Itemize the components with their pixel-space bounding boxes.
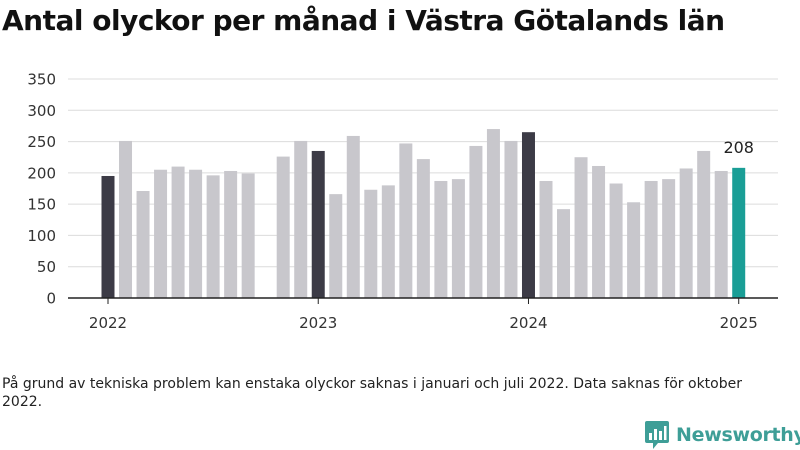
bar-2023-10	[469, 145, 483, 298]
y-axis-ticks: 0 50 100 150 200 250 300 350	[27, 71, 56, 308]
bar-2024-02	[539, 180, 553, 298]
bar-2023-11	[486, 129, 500, 298]
bar-2023-05	[381, 185, 395, 298]
bar-2022-02	[119, 140, 133, 298]
bar-2022-05	[171, 166, 185, 298]
chart-title: Antal olyckor per månad i Västra Götalan…	[2, 4, 725, 37]
bar-chart: 0 50 100 150 200 250 300 350 2022 2023 2024 2025 2…	[27, 71, 778, 332]
bar-2024-12	[714, 170, 728, 298]
bar-2024-10	[679, 168, 693, 298]
bar-2023-02	[329, 194, 343, 298]
brand-logo: Newsworthy	[644, 420, 800, 450]
bar-2022-04	[154, 169, 168, 298]
latest-value-label: 208	[723, 138, 754, 157]
bar-2022-12	[294, 140, 308, 298]
y-tick-label: 50	[37, 258, 56, 276]
x-tick-label: 2025	[720, 314, 758, 332]
bar-2024-06	[609, 183, 623, 298]
y-tick-label: 0	[46, 290, 56, 308]
bar-2024-04	[574, 157, 588, 298]
footnote: På grund av tekniska problem kan enstaka…	[2, 376, 742, 410]
bars	[101, 129, 746, 298]
bar-2025-01	[732, 167, 746, 298]
x-tick-label: 2023	[299, 314, 337, 332]
bar-2023-07	[416, 159, 430, 298]
bar-2022-11	[276, 156, 290, 298]
x-axis-ticks: 2022 2023 2024 2025	[89, 298, 758, 332]
bar-2024-08	[644, 180, 658, 298]
x-tick-label: 2024	[509, 314, 547, 332]
bar-2024-05	[592, 165, 606, 298]
y-tick-label: 100	[27, 227, 56, 245]
bar-2023-08	[434, 180, 448, 298]
bar-2022-08	[224, 170, 238, 298]
x-tick-label: 2022	[89, 314, 127, 332]
bar-2023-12	[504, 140, 518, 298]
y-tick-label: 300	[27, 102, 56, 120]
bar-2022-06	[189, 169, 203, 298]
bar-2024-07	[627, 202, 641, 298]
bar-2024-09	[662, 179, 676, 298]
y-tick-label: 350	[27, 71, 56, 89]
bar-chart-logo-icon	[645, 421, 669, 449]
bar-2022-09	[241, 173, 255, 298]
bar-2023-03	[346, 135, 360, 298]
bar-2023-01	[311, 150, 325, 298]
bar-2023-06	[399, 143, 413, 298]
bar-2022-03	[136, 191, 150, 298]
bar-2024-03	[557, 209, 571, 298]
bar-2022-07	[206, 175, 220, 298]
bar-2023-04	[364, 189, 378, 298]
brand-name: Newsworthy	[676, 424, 800, 446]
y-tick-label: 200	[27, 164, 56, 182]
bar-2023-09	[451, 179, 465, 298]
bar-2024-01	[521, 132, 535, 298]
y-tick-label: 250	[27, 133, 56, 151]
bar-2022-01	[101, 175, 115, 298]
bar-2024-11	[697, 150, 711, 298]
y-tick-label: 150	[27, 196, 56, 214]
